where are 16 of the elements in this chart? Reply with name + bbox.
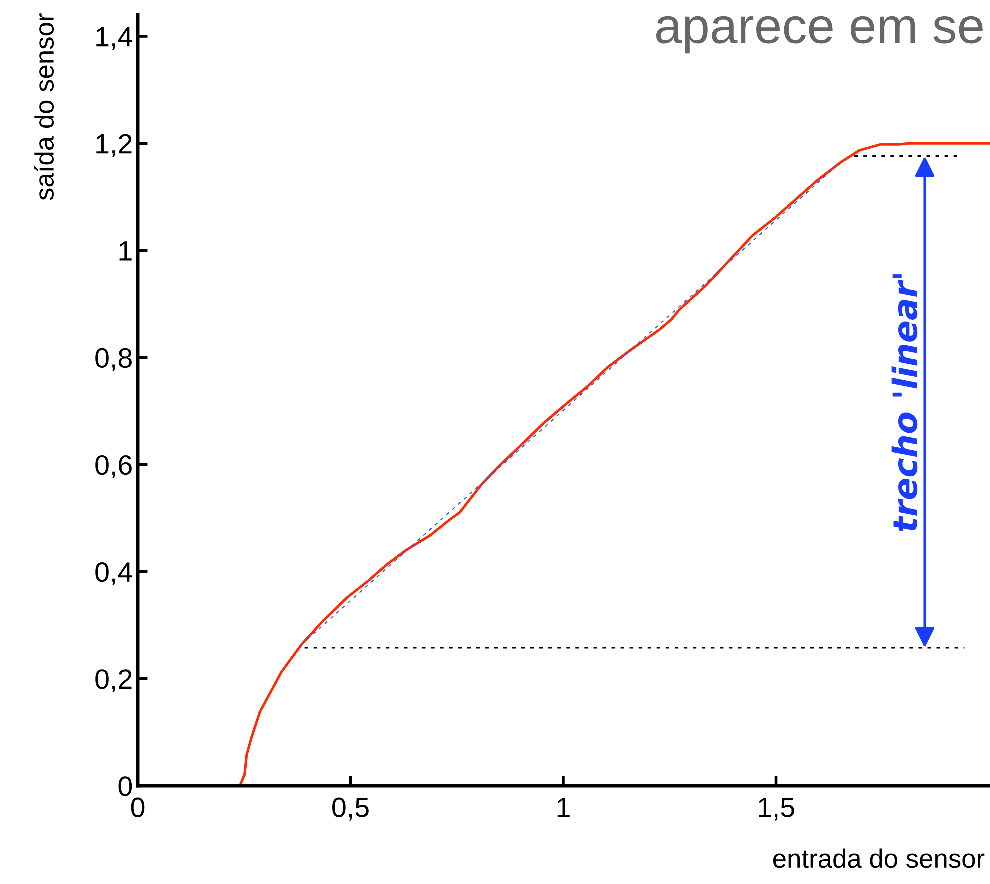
x-tick-label: 1,5 — [759, 798, 794, 821]
y-tick-label: 1,4 — [96, 27, 132, 50]
y-axis-title: saída do sensor — [34, 14, 54, 200]
x-tick-label: 0 — [131, 798, 145, 818]
y-tick-label: 0,2 — [96, 670, 132, 693]
y-tick-label: 0,8 — [96, 348, 132, 372]
y-tick-label: 1 — [120, 242, 132, 261]
annotation: trecho 'linear' — [892, 274, 918, 532]
y-tick-label: 0 — [118, 776, 132, 796]
y-tick-label: 0,6 — [96, 455, 132, 478]
x-tick-label: 0,5 — [332, 798, 369, 821]
y-tick-label: 1,2 — [96, 134, 132, 158]
y-tick-label: 0,4 — [96, 562, 132, 586]
chart-title: aparece em se — [656, 16, 983, 54]
x-tick-label: 1 — [558, 798, 570, 818]
x-axis-title: entrada do sensor — [773, 848, 985, 868]
